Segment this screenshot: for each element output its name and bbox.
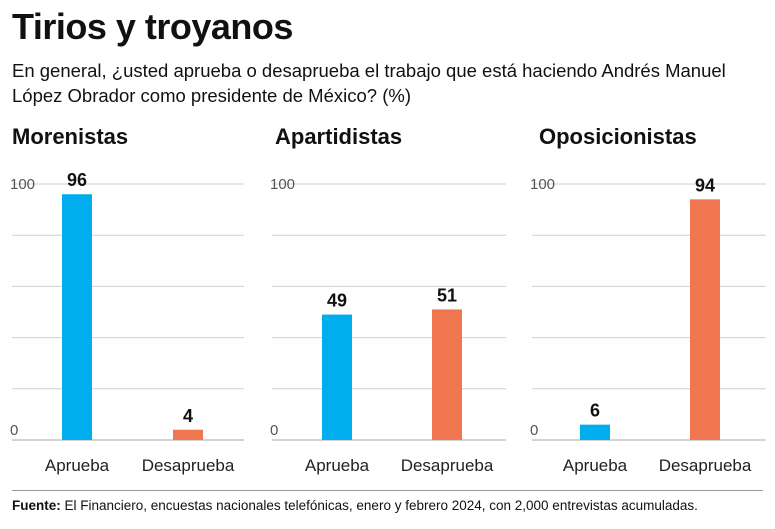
panel-title-oposicionistas: Oposicionistas (539, 124, 697, 149)
morenistas-category-label: Aprueba (45, 456, 110, 475)
oposicionistas-tick-label: 100 (530, 176, 555, 193)
morenistas-tick-label: 100 (10, 176, 35, 193)
morenistas-value-label: 4 (183, 406, 193, 426)
source-label: Fuente: (12, 498, 61, 513)
oposicionistas-bar-aprueba (580, 424, 610, 440)
morenistas-tick-label: 0 (10, 422, 18, 439)
oposicionistas-category-label: Desaprueba (659, 456, 752, 475)
panel-title-morenistas: Morenistas (12, 124, 129, 149)
source-note: Fuente: El Financiero, encuestas naciona… (12, 498, 698, 513)
oposicionistas-value-label: 94 (695, 175, 715, 195)
source-divider (12, 490, 763, 491)
morenistas-bar-aprueba (62, 194, 92, 440)
apartidistas-category-label: Desaprueba (401, 456, 494, 475)
oposicionistas-category-label: Aprueba (563, 456, 628, 475)
apartidistas-bar-aprueba (322, 314, 352, 440)
oposicionistas-bar-desaprueba (690, 199, 720, 440)
chart-subtitle: En general, ¿usted aprueba o desaprueba … (12, 60, 726, 106)
panel-title-apartidistas: Apartidistas (275, 124, 403, 149)
apartidistas-category-label: Aprueba (305, 456, 370, 475)
apartidistas-value-label: 49 (327, 291, 347, 311)
apartidistas-value-label: 51 (437, 285, 457, 305)
oposicionistas-value-label: 6 (590, 401, 600, 421)
apartidistas-tick-label: 100 (270, 176, 295, 193)
morenistas-value-label: 96 (67, 170, 87, 190)
apartidistas-bar-desaprueba (432, 309, 462, 440)
morenistas-bar-desaprueba (173, 429, 203, 440)
apartidistas-tick-label: 0 (270, 422, 278, 439)
chart-title: Tirios y troyanos (12, 6, 293, 47)
oposicionistas-tick-label: 0 (530, 422, 538, 439)
bar-charts: 100 0 96 Aprueba 4 Desaprueba 100 0 49 Aprueba 51 D… (10, 170, 766, 475)
source-text: El Financiero, encuestas nacionales tele… (60, 498, 698, 513)
morenistas-category-label: Desaprueba (142, 456, 235, 475)
